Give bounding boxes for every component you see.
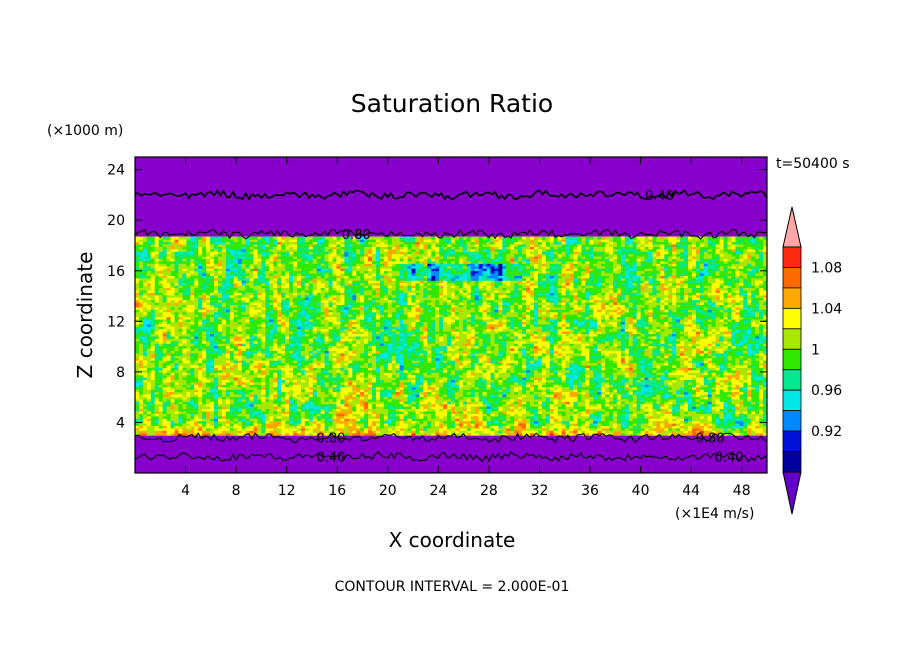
x-tick-label: 20 bbox=[379, 483, 397, 499]
plot-area: 0.40 0.80 0.80 0.80 0.40 0.40 bbox=[134, 156, 768, 474]
colorbar-swatch bbox=[782, 267, 802, 289]
colorbar-top-extension bbox=[782, 206, 802, 248]
upper-dry-layer bbox=[135, 157, 767, 237]
x-tick-label: 36 bbox=[581, 483, 599, 499]
colorbar-swatch bbox=[782, 348, 802, 371]
saturation-field bbox=[135, 157, 767, 473]
plot-frame bbox=[134, 156, 768, 474]
colorbar: 1.08 1.04 1 0.96 0.92 bbox=[782, 206, 842, 515]
x-tick-label: 48 bbox=[733, 483, 751, 499]
y-tick-label: 12 bbox=[107, 314, 125, 330]
contour-line bbox=[135, 228, 767, 240]
colorbar-swatch bbox=[782, 389, 802, 412]
cloud-layer-cells bbox=[135, 236, 767, 436]
y-tick-label: 24 bbox=[107, 163, 125, 179]
colorbar-swatch bbox=[782, 246, 802, 268]
y-axis: 4 8 12 16 20 24 bbox=[107, 163, 767, 431]
x-tick-label: 40 bbox=[632, 483, 650, 499]
contour-label: 0.80 bbox=[316, 432, 345, 447]
x-tick-label: 16 bbox=[328, 483, 346, 499]
x-tick-label: 8 bbox=[232, 483, 241, 499]
y-tick-label: 16 bbox=[107, 264, 125, 280]
x-tick-label: 24 bbox=[429, 483, 447, 499]
contour-labels: 0.40 0.80 0.80 0.80 0.40 0.40 bbox=[316, 189, 743, 466]
x-tick-label: 4 bbox=[181, 483, 190, 499]
contour-label: 0.40 bbox=[645, 189, 674, 204]
chart-title: Saturation Ratio bbox=[351, 89, 553, 118]
lower-dry-layer bbox=[135, 435, 767, 473]
contour-label: 0.40 bbox=[715, 451, 744, 466]
x-tick-label: 12 bbox=[278, 483, 296, 499]
colorbar-swatch bbox=[782, 410, 802, 432]
colorbar-swatch bbox=[782, 451, 802, 473]
contour-line bbox=[135, 432, 767, 444]
contour-lines bbox=[135, 189, 767, 463]
x-tick-label: 44 bbox=[682, 483, 700, 499]
colorbar-label: 1.04 bbox=[811, 301, 842, 317]
colorbar-swatch bbox=[782, 287, 802, 309]
colorbar-label: 0.92 bbox=[811, 424, 842, 440]
x-axis: 4 8 12 16 20 24 28 32 36 40 44 48 bbox=[181, 157, 751, 499]
x-tick-label: 28 bbox=[480, 483, 498, 499]
contour-label: 0.80 bbox=[342, 228, 371, 243]
colorbar-swatch bbox=[782, 369, 802, 391]
y-units-label: (×1000 m) bbox=[47, 123, 123, 139]
colorbar-label: 0.96 bbox=[811, 383, 842, 399]
y-axis-label: Z coordinate bbox=[73, 252, 97, 379]
x-units-label: (×1E4 m/s) bbox=[675, 506, 754, 522]
x-tick-label: 32 bbox=[531, 483, 549, 499]
colorbar-swatch bbox=[782, 328, 802, 350]
contour-line bbox=[135, 451, 767, 463]
colorbar-label: 1 bbox=[811, 342, 820, 358]
contour-interval-footer: CONTOUR INTERVAL = 2.000E-01 bbox=[335, 579, 570, 595]
x-axis-label: X coordinate bbox=[389, 528, 516, 552]
y-tick-label: 4 bbox=[116, 415, 125, 431]
colorbar-bottom-extension bbox=[782, 471, 802, 515]
contour-label: 0.40 bbox=[316, 451, 345, 466]
colorbar-swatch bbox=[782, 430, 802, 452]
contour-label: 0.80 bbox=[696, 432, 725, 447]
colorbar-swatch bbox=[782, 307, 802, 330]
time-label: t=50400 s bbox=[776, 156, 850, 172]
y-tick-label: 20 bbox=[107, 213, 125, 229]
y-tick-label: 8 bbox=[116, 365, 125, 381]
contour-line bbox=[135, 189, 767, 202]
colorbar-label: 1.08 bbox=[811, 260, 842, 276]
